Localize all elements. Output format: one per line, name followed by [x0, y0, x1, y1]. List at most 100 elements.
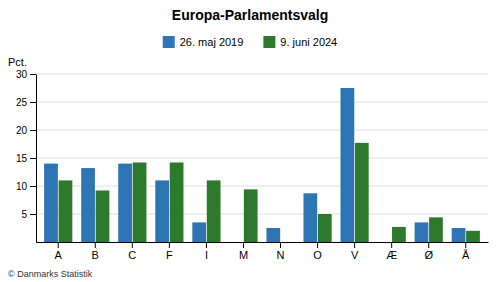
y-tick: 10 [16, 181, 36, 192]
x-tick-mark [132, 242, 133, 248]
bar [341, 88, 355, 242]
x-tick-mark [95, 242, 96, 248]
x-tick-label: V [351, 249, 359, 261]
bar [318, 214, 332, 242]
x-tick-mark [243, 242, 244, 248]
x-tick: Å [462, 242, 470, 261]
y-axis-line [36, 75, 37, 243]
x-tick-mark [58, 242, 59, 248]
y-tick-mark [30, 102, 36, 103]
y-tick-mark [30, 214, 36, 215]
x-tick-label: B [92, 249, 99, 261]
y-tick: 15 [16, 153, 36, 164]
x-tick: V [351, 242, 359, 261]
bar [118, 164, 132, 242]
y-tick-label: 25 [16, 97, 28, 108]
bar [303, 193, 317, 242]
x-tick-label: A [55, 249, 63, 261]
bar [59, 180, 73, 242]
bar [133, 162, 147, 242]
bar [244, 189, 258, 242]
bar [266, 228, 280, 242]
bar [378, 242, 392, 243]
grid-line [36, 158, 488, 159]
x-tick: C [128, 242, 136, 261]
x-tick-label: C [128, 249, 136, 261]
bar [392, 227, 406, 242]
legend-swatch [163, 36, 175, 48]
y-tick-label: 20 [16, 125, 28, 136]
x-tick-mark [465, 242, 466, 248]
bar-series [59, 143, 480, 242]
x-tick: F [166, 242, 173, 261]
chart-container: Europa-Parlamentsvalg A B C F I M N O V Æ Ø Å 5 10 15 20… [0, 0, 500, 282]
legend: 26. maj 2019 9. juni 2024 [163, 36, 338, 48]
legend-swatch [263, 36, 275, 48]
y-tick-label: 15 [16, 153, 28, 164]
x-tick-mark [206, 242, 207, 248]
grid-line [36, 102, 488, 103]
bar-series [44, 88, 465, 242]
x-tick-label: F [166, 249, 173, 261]
bar [452, 228, 466, 242]
x-tick: O [313, 242, 322, 261]
x-tick-mark [280, 242, 281, 248]
y-tick-label: 10 [16, 181, 28, 192]
x-tick-label: N [277, 249, 285, 261]
bars [44, 88, 480, 242]
grid-line [36, 130, 488, 131]
y-tick-label: 5 [21, 209, 27, 220]
grid-line [36, 74, 488, 75]
x-axis-line [37, 242, 489, 243]
bar [96, 190, 110, 242]
y-tick: 5 [21, 209, 36, 220]
x-tick: I [205, 242, 208, 261]
x-tick-label: M [239, 249, 248, 261]
y-tick-mark [30, 130, 36, 131]
y-tick-mark [30, 74, 36, 75]
x-tick: A [55, 242, 63, 261]
y-tick: 30 [16, 69, 36, 80]
x-tick: M [239, 242, 248, 261]
x-tick: Æ [386, 242, 397, 261]
y-tick-mark [30, 186, 36, 187]
bar [155, 180, 169, 242]
plot-area: A B C F I M N O V Æ Ø Å 5 10 15 20 25 30 [16, 69, 489, 261]
x-tick-mark [317, 242, 318, 248]
x-tick: B [92, 242, 99, 261]
chart-svg: Europa-Parlamentsvalg A B C F I M N O V Æ Ø Å 5 10 15 20… [0, 0, 500, 282]
x-tick-label: I [205, 249, 208, 261]
x-axis: ABCFIMNOVÆØÅ [37, 242, 489, 261]
bar [192, 222, 206, 242]
bar [170, 162, 184, 242]
bar [81, 168, 95, 242]
legend-label: 9. juni 2024 [280, 36, 337, 48]
bar [355, 143, 369, 242]
x-tick-mark [428, 242, 429, 248]
bar [44, 164, 58, 242]
legend-item: 26. maj 2019 [163, 36, 244, 48]
bar [429, 217, 443, 242]
x-tick-label: Å [462, 249, 470, 261]
footnote: © Danmarks Statistik [8, 269, 93, 279]
x-tick-mark [391, 242, 392, 248]
x-tick-mark [354, 242, 355, 248]
legend-item: 9. juni 2024 [263, 36, 337, 48]
y-tick-mark [30, 158, 36, 159]
y-tick-label: 30 [16, 69, 28, 80]
x-tick-label: Æ [386, 249, 397, 261]
bar [207, 180, 221, 242]
bar [466, 231, 480, 242]
title: Europa-Parlamentsvalg [172, 7, 328, 23]
legend-label: 26. maj 2019 [180, 36, 244, 48]
bar [229, 242, 243, 243]
y-tick: 20 [16, 125, 36, 136]
y-tick: 25 [16, 97, 36, 108]
bar [281, 242, 295, 243]
y-axis: 5 10 15 20 25 30 [16, 69, 37, 243]
x-tick-label: O [313, 249, 322, 261]
x-tick-label: Ø [424, 249, 433, 261]
bar [415, 222, 429, 242]
grid-line [36, 186, 488, 187]
y-axis-label: Pct. [8, 56, 27, 68]
